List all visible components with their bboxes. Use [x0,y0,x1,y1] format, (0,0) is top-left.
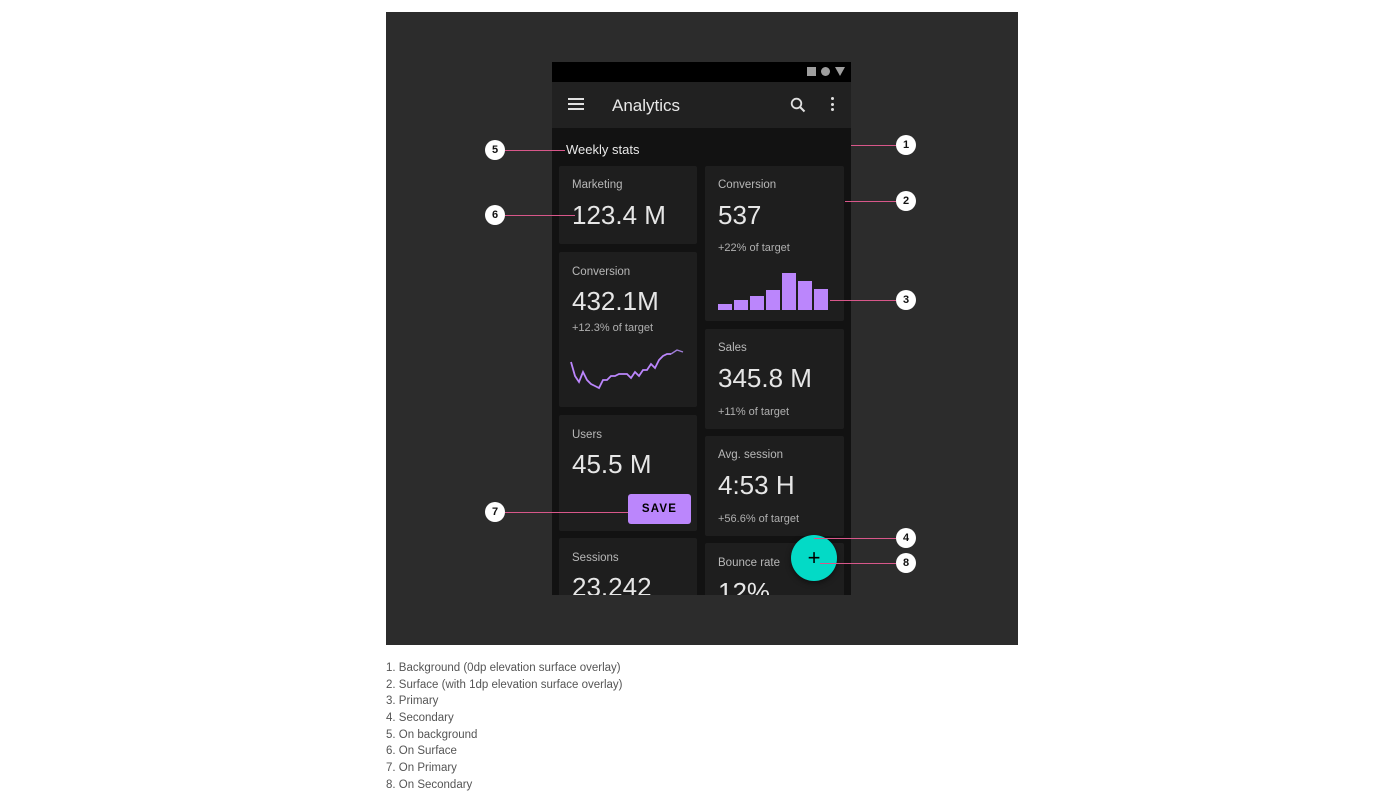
card-sales[interactable]: Sales 345.8 M +11% of target [705,329,844,429]
card-value: 432.1M [572,286,659,316]
callout-line-4 [814,538,896,539]
card-label: Users [572,429,603,441]
callout-line-7 [505,512,628,513]
legend-item: 7. On Primary [386,762,457,775]
card-marketing[interactable]: Marketing 123.4 M [559,166,697,244]
color-legend: 1. Background (0dp elevation surface ove… [386,660,623,794]
card-label: Sessions [572,552,619,564]
callout-marker-6: 6 [485,205,505,225]
phone-screen: Analytics Weekly stats Marketing 123.4 M… [552,62,851,595]
card-label: Bounce rate [718,557,781,569]
callout-line-2 [845,201,896,202]
card-label: Conversion [718,179,777,191]
legend-item: 5. On background [386,728,478,741]
card-label: Avg. session [718,449,783,461]
back-icon [835,67,845,76]
section-title: Weekly stats [566,142,640,157]
legend-item: 3. Primary [386,695,439,708]
callout-line-8 [820,563,896,564]
card-subtext: +22% of target [718,242,790,254]
legend-item: 4. Secondary [386,712,454,725]
card-label: Sales [718,342,747,354]
save-button[interactable]: SAVE [628,494,691,524]
card-value: 345.8 M [718,363,812,393]
top-app-bar: Analytics [552,82,851,128]
callout-marker-5: 5 [485,140,505,160]
callout-line-5 [505,150,565,151]
card-value: 537 [718,200,762,230]
sparkline-chart [570,349,684,390]
card-value: 45.5 M [572,449,652,479]
card-avg-session[interactable]: Avg. session 4:53 H +56.6% of target [705,436,844,536]
card-value: 23,242 [572,572,652,595]
bar-chart [718,273,828,310]
callout-line-3 [830,300,896,301]
legend-item: 2. Surface (with 1dp elevation surface o… [386,678,623,691]
search-icon[interactable] [790,97,806,113]
more-vert-icon[interactable] [828,97,836,113]
callout-marker-8: 8 [896,553,916,573]
recent-apps-icon [807,67,816,76]
menu-icon[interactable] [568,98,584,111]
callout-marker-7: 7 [485,502,505,522]
legend-item: 6. On Surface [386,745,457,758]
card-value: 12% [718,577,771,595]
callout-line-6 [505,215,575,216]
legend-item: 8. On Secondary [386,778,473,791]
card-value: 4:53 H [718,470,795,500]
card-conversion-left[interactable]: Conversion 432.1M +12.3% of target [559,252,697,407]
card-subtext: +56.6% of target [718,513,800,525]
callout-marker-4: 4 [896,528,916,548]
add-icon: + [807,545,821,570]
card-subtext: +12.3% of target [572,322,654,334]
card-value: 123.4 M [572,200,666,230]
fab-add-button[interactable]: + [791,535,837,581]
card-label: Marketing [572,179,623,191]
card-sessions[interactable]: Sessions 23,242 [559,538,697,595]
home-icon [821,67,830,76]
status-bar [552,62,851,82]
card-users[interactable]: Users 45.5 M SAVE [559,415,697,531]
callout-line-1 [851,145,896,146]
card-label: Conversion [572,266,631,278]
legend-item: 1. Background (0dp elevation surface ove… [386,662,621,674]
callout-marker-1: 1 [896,135,916,155]
card-subtext: +11% of target [718,406,790,418]
card-conversion-right[interactable]: Conversion 537 +22% of target [705,166,844,321]
callout-marker-2: 2 [896,191,916,211]
callout-marker-3: 3 [896,290,916,310]
app-title: Analytics [612,96,681,115]
